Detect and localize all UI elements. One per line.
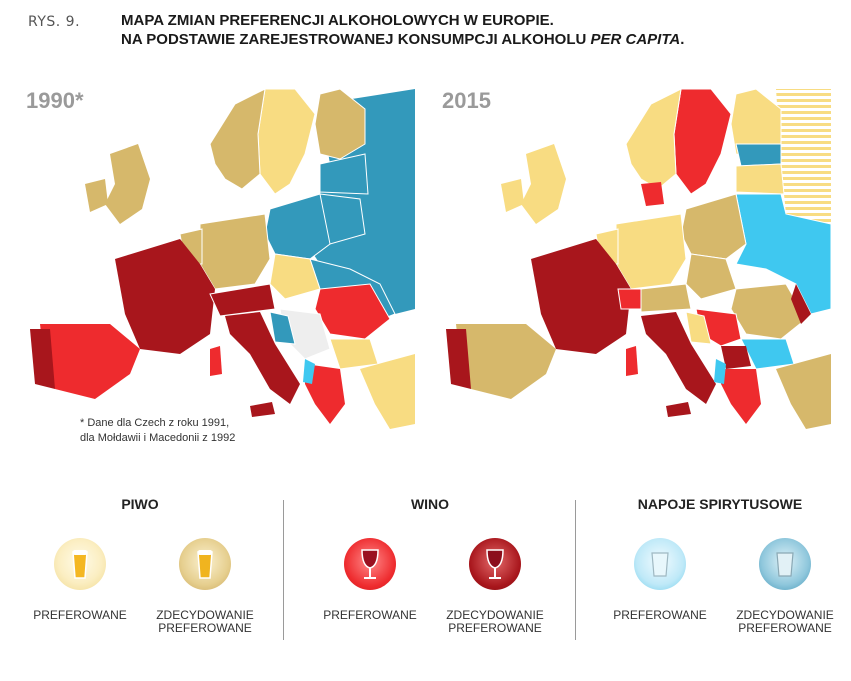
- map-year-2015: 2015: [442, 88, 491, 113]
- legend-spirits-strong-label: ZDECYDOWANIE PREFEROWANE: [725, 609, 845, 635]
- region-2015-macedonia: [721, 346, 751, 369]
- region-2015-estonia: [735, 143, 782, 167]
- region-1990-poland: [264, 193, 331, 260]
- legend-wine-preferred-label: PREFEROWANE: [323, 608, 417, 622]
- region-1990-portugal: [30, 329, 55, 389]
- region-1990-austria: [209, 283, 276, 317]
- shot-glass-icon: [634, 538, 686, 590]
- region-1990-norway: [209, 88, 266, 190]
- legend-wine-strong-label: ZDECYDOWANIE PREFEROWANE: [435, 609, 555, 635]
- legend-beer-strong-line-1: ZDECYDOWANIE: [156, 608, 254, 622]
- legend-beer-strong-label: ZDECYDOWANIE PREFEROWANE: [145, 609, 265, 635]
- region-1990-turkey: [360, 354, 415, 429]
- legend-spirits: NAPOJE SPIRYTUSOWE PREFEROWANE ZDECYDOWA…: [590, 490, 850, 650]
- map-2015: 2015: [436, 84, 831, 444]
- map-1990-svg: [30, 88, 415, 429]
- region-1990-baltics: [319, 153, 369, 195]
- legend-wine: WINO PREFEROWANE ZDECYDOWANIE PREFEROWAN…: [300, 490, 560, 650]
- region-2015-corsica: [626, 346, 638, 376]
- region-2015-turkey: [776, 354, 831, 429]
- wine-glass-strong-icon: [469, 538, 521, 590]
- region-1990-france: [115, 239, 215, 354]
- region-2015-spain: [456, 324, 556, 399]
- region-1990-spain: [40, 324, 140, 399]
- figure-title: MAPA ZMIAN PREFERENCJI ALKOHOLOWYCH W EU…: [121, 11, 684, 49]
- region-2015-sweden: [673, 88, 732, 195]
- region-2015-germany: [615, 213, 687, 290]
- region-2015-albania: [714, 359, 726, 384]
- legend-beer-preferred-label: PREFEROWANE: [33, 608, 127, 622]
- region-2015-uk: [521, 144, 566, 224]
- legend-wine-preferred: PREFEROWANE: [310, 538, 430, 622]
- region-2015-croatia: [685, 311, 712, 345]
- footnote: * Dane dla Czech z roku 1991, dla Mołdaw…: [80, 416, 235, 446]
- region-1990-uk: [105, 144, 150, 224]
- region-2015-greece: [721, 369, 761, 424]
- legend-beer-strong: ZDECYDOWANIE PREFEROWANE: [145, 538, 265, 635]
- wine-glass-icon: [344, 538, 396, 590]
- legend-beer-preferred: PREFEROWANE: [20, 538, 140, 622]
- legend-spirits-preferred-label: PREFEROWANE: [613, 608, 707, 622]
- region-2015-russia: [776, 89, 831, 224]
- title-line-1: MAPA ZMIAN PREFERENCJI ALKOHOLOWYCH W EU…: [121, 12, 554, 29]
- beer-glass-icon: [54, 538, 106, 590]
- region-2015-bulgaria: [740, 338, 795, 370]
- legend-wine-strong-line-2: PREFEROWANE: [448, 621, 542, 635]
- region-2015-czech: [685, 253, 737, 300]
- title-line-2-italic: PER CAPITA: [590, 31, 681, 48]
- legend-wine-title: WINO: [410, 496, 450, 512]
- region-1990-italy: [225, 312, 300, 404]
- legend-spirits-strong: ZDECYDOWANIE PREFEROWANE: [725, 538, 845, 635]
- map-year-1990: 1990*: [26, 88, 84, 113]
- region-1990-sweden: [257, 88, 316, 195]
- legend-spirits-strong-line-1: ZDECYDOWANIE: [736, 608, 834, 622]
- shot-glass-strong-icon: [759, 538, 811, 590]
- region-2015-norway: [625, 88, 682, 190]
- region-1990-hungary: [269, 253, 321, 300]
- region-2015-ireland: [501, 179, 524, 212]
- region-2015-denmark: [641, 182, 664, 206]
- figure-label: RYS. 9.: [28, 14, 81, 30]
- region-2015-poland: [680, 193, 747, 260]
- region-2015-austria: [640, 283, 692, 313]
- legend-spirits-strong-line-2: PREFEROWANE: [738, 621, 832, 635]
- footnote-line-1: * Dane dla Czech z roku 1991,: [80, 417, 230, 429]
- region-1990-croatia: [269, 311, 296, 345]
- region-1990-bulgaria: [329, 338, 379, 370]
- region-2015-france: [531, 239, 631, 354]
- region-1990-ireland: [85, 179, 108, 212]
- map-2015-svg: [446, 88, 831, 429]
- region-2015-switzerland: [617, 288, 642, 310]
- title-line-2-end: .: [680, 31, 685, 48]
- legend-spirits-title: NAPOJE SPIRYTUSOWE: [637, 496, 803, 512]
- footnote-line-2: dla Mołdawii i Macedonii z 1992: [80, 432, 236, 444]
- region-2015-italy: [641, 312, 716, 404]
- legend-divider-1: [283, 500, 284, 640]
- region-2015-latvia-lithuania: [735, 163, 785, 195]
- region-1990-albania: [303, 359, 315, 384]
- legend-beer-title: PIWO: [121, 496, 159, 512]
- region-1990-greece: [305, 364, 345, 424]
- legend-spirits-preferred: PREFEROWANE: [600, 538, 720, 622]
- region-2015-sicily: [666, 402, 691, 417]
- region-1990-corsica: [210, 346, 222, 376]
- beer-glass-strong-icon: [179, 538, 231, 590]
- region-2015-portugal: [446, 329, 471, 389]
- region-1990-germany: [199, 213, 271, 290]
- title-line-2-main: NA PODSTAWIE ZAREJESTROWANEJ KONSUMPCJI …: [121, 31, 591, 48]
- map-1990: 1990*: [20, 84, 415, 444]
- legend-beer: PIWO PREFEROWANE ZDECYDOWANIE PREFEROWAN…: [10, 490, 270, 650]
- legend-wine-strong-line-1: ZDECYDOWANIE: [446, 608, 544, 622]
- legend-divider-2: [575, 500, 576, 640]
- legend-wine-strong: ZDECYDOWANIE PREFEROWANE: [435, 538, 555, 635]
- region-1990-sicily: [250, 402, 275, 417]
- legend-beer-strong-line-2: PREFEROWANE: [158, 621, 252, 635]
- region-1990-finland: [314, 88, 366, 160]
- region-2015-moldova: [791, 284, 811, 324]
- title-line-2: NA PODSTAWIE ZAREJESTROWANEJ KONSUMPCJI …: [121, 30, 684, 49]
